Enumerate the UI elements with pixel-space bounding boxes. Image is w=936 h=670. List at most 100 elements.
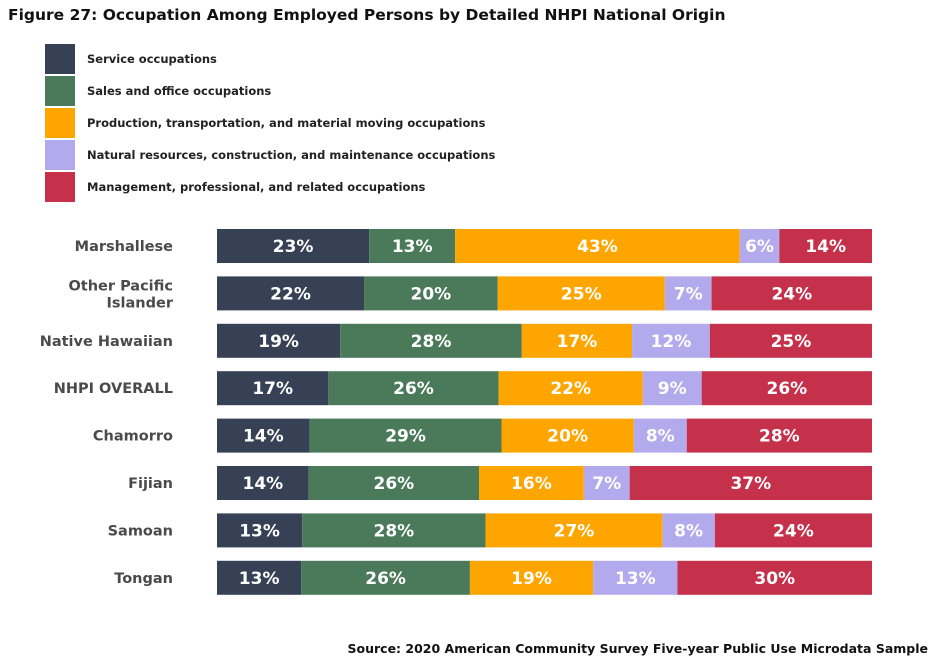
- legend-swatch: [45, 140, 75, 170]
- bar-segment: [739, 229, 780, 263]
- data-label: 26%: [365, 569, 406, 589]
- data-label: 27%: [554, 521, 595, 541]
- category-label: Chamorro: [93, 429, 173, 445]
- data-label: 9%: [658, 379, 687, 399]
- bar-segment: [686, 418, 872, 453]
- category-label: Fijian: [128, 476, 173, 492]
- bar-segment: [455, 229, 740, 263]
- data-label: 22%: [550, 379, 591, 399]
- category-label: NHPI OVERALL: [54, 381, 173, 397]
- data-label: 7%: [592, 474, 621, 494]
- data-label: 37%: [730, 474, 771, 494]
- bar-segment: [469, 560, 594, 595]
- bar-segment: [521, 323, 633, 358]
- bar-segment: [217, 418, 310, 453]
- data-label: 13%: [392, 237, 433, 257]
- bar-segment: [479, 466, 584, 500]
- bar-segment: [629, 466, 872, 500]
- bar-segment: [301, 560, 470, 595]
- data-label: 24%: [773, 521, 814, 541]
- data-label: 28%: [411, 332, 452, 352]
- legend-label: Natural resources, construction, and mai…: [87, 148, 496, 162]
- bar-segment: [632, 323, 710, 358]
- data-label: 29%: [385, 427, 426, 447]
- bar-segment: [217, 466, 309, 500]
- data-label: 20%: [547, 427, 588, 447]
- bar-segment: [593, 560, 678, 595]
- bar-segment: [369, 229, 456, 263]
- bar-segment: [714, 513, 872, 548]
- bar-segment: [664, 276, 712, 311]
- data-label: 16%: [511, 474, 552, 494]
- data-label: 19%: [511, 569, 552, 589]
- source-note: Source: 2020 American Community Survey F…: [347, 641, 929, 656]
- bar-segment: [217, 229, 370, 263]
- bar-segment: [364, 276, 498, 311]
- legend-label: Service occupations: [87, 52, 217, 66]
- data-label: 14%: [242, 474, 283, 494]
- data-label: 17%: [252, 379, 293, 399]
- bar-segment: [217, 513, 303, 548]
- data-label: 6%: [745, 237, 774, 257]
- legend-label: Sales and office occupations: [87, 84, 272, 98]
- chart-title: Figure 27: Occupation Among Employed Per…: [8, 6, 726, 24]
- bar-segment: [485, 513, 663, 548]
- bar-segment: [711, 276, 872, 311]
- legend-swatch: [45, 108, 75, 138]
- data-label: 28%: [759, 427, 800, 447]
- bar-segment: [642, 371, 702, 406]
- bar-segment: [302, 513, 486, 548]
- data-label: 26%: [373, 474, 414, 494]
- bar-segment: [309, 418, 502, 453]
- data-label: 25%: [561, 284, 602, 304]
- data-label: 30%: [754, 569, 795, 589]
- data-label: 26%: [766, 379, 807, 399]
- category-label: Marshallese: [75, 239, 174, 255]
- bar-segment: [217, 371, 329, 406]
- bar-segment: [497, 276, 665, 311]
- data-label: 43%: [577, 237, 618, 257]
- data-label: 24%: [771, 284, 812, 304]
- category-label: Native Hawaiian: [40, 334, 173, 350]
- data-label: 23%: [273, 237, 314, 257]
- legend-swatch: [45, 172, 75, 202]
- data-label: 7%: [674, 284, 703, 304]
- bar-segment: [633, 418, 687, 453]
- data-label: 8%: [674, 521, 703, 541]
- data-label: 14%: [243, 427, 284, 447]
- bar-segment: [217, 560, 302, 595]
- data-label: 25%: [771, 332, 812, 352]
- bar-segment: [709, 323, 872, 358]
- bar-segment: [328, 371, 499, 406]
- bar-segment: [583, 466, 630, 500]
- data-label: 13%: [615, 569, 656, 589]
- legend-swatch: [45, 76, 75, 106]
- bar-segment: [217, 276, 365, 311]
- category-label: Samoan: [108, 523, 173, 539]
- bar-segment: [779, 229, 872, 263]
- data-label: 22%: [270, 284, 311, 304]
- bar-segment: [662, 513, 715, 548]
- bar-segment: [501, 418, 634, 453]
- data-label: 12%: [651, 332, 692, 352]
- data-label: 17%: [557, 332, 598, 352]
- bar-segment: [677, 560, 872, 595]
- data-label: 8%: [646, 427, 675, 447]
- data-label: 13%: [239, 569, 280, 589]
- category-label: Other Pacific Islander: [68, 278, 173, 311]
- bar-segment: [701, 371, 872, 406]
- legend-label: Management, professional, and related oc…: [87, 180, 426, 194]
- data-label: 19%: [258, 332, 299, 352]
- bar-segment: [498, 371, 643, 406]
- data-label: 20%: [411, 284, 452, 304]
- data-label: 26%: [393, 379, 434, 399]
- category-label: Tongan: [114, 571, 173, 587]
- legend-label: Production, transportation, and material…: [87, 116, 486, 130]
- bar-segment: [308, 466, 479, 500]
- bar-segment: [340, 323, 522, 358]
- data-label: 13%: [239, 521, 280, 541]
- bar-segment: [217, 323, 341, 358]
- data-label: 14%: [805, 237, 846, 257]
- legend-swatch: [45, 44, 75, 74]
